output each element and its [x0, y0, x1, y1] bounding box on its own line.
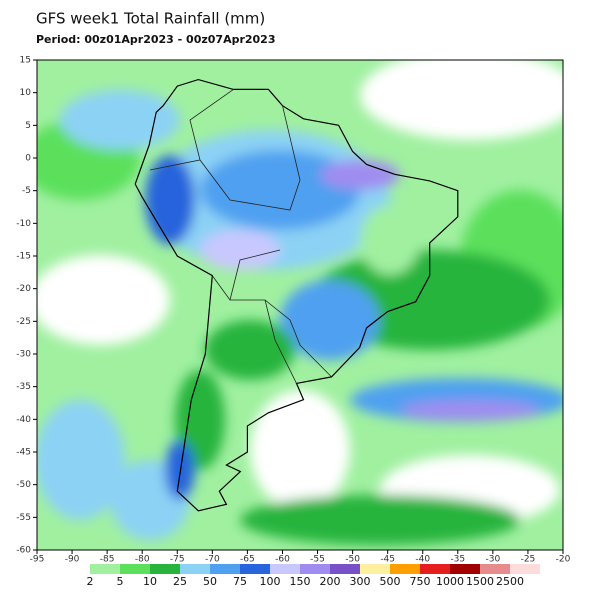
- colorbar-label: 2500: [496, 575, 524, 588]
- y-tick-label: 15: [20, 56, 31, 66]
- x-tick-label: -40: [415, 555, 430, 565]
- x-tick-label: -30: [486, 555, 501, 565]
- y-tick-label: -5: [22, 186, 31, 196]
- plot-frame: [36, 59, 564, 551]
- colorbar-label: 10: [143, 575, 157, 588]
- colorbar-swatch: [120, 564, 150, 574]
- colorbar-swatch: [240, 564, 270, 574]
- colorbar-swatch: [150, 564, 180, 574]
- x-tick-label: -60: [275, 555, 290, 565]
- colorbar-swatch: [210, 564, 240, 574]
- colorbar-swatch: [270, 564, 300, 574]
- y-tick-label: -50: [16, 480, 31, 490]
- y-tick-label: 10: [20, 88, 32, 98]
- colorbar: 2 5 10 25 50 75 100 150 200 300 500 750 1000 1500 2500: [87, 564, 540, 588]
- country-borders: [149, 89, 332, 384]
- y-tick-label: 5: [25, 121, 31, 131]
- x-tick-label: -95: [30, 555, 45, 565]
- y-tick-label: -15: [16, 252, 31, 262]
- colorbar-swatch: [90, 564, 120, 574]
- y-tick-label: -20: [16, 284, 31, 294]
- y-tick-label: -60: [16, 546, 31, 556]
- colorbar-label: 50: [203, 575, 217, 588]
- colorbar-label: 750: [410, 575, 431, 588]
- y-tick-label: -40: [16, 415, 31, 425]
- colorbar-swatch: [480, 564, 510, 574]
- y-tick-label: -10: [16, 219, 31, 229]
- colorbar-swatch: [180, 564, 210, 574]
- colorbar-label: 5: [117, 575, 124, 588]
- x-tick-label: -20: [556, 555, 571, 565]
- colorbar-swatch: [510, 564, 540, 574]
- colorbar-label: 500: [380, 575, 401, 588]
- colorbar-label: 100: [260, 575, 281, 588]
- colorbar-label: 200: [320, 575, 341, 588]
- colorbar-label: 150: [290, 575, 311, 588]
- axes: -95 -90 -85 -80 -75 -70 -65 -60 -55 -50 -45 -40 -35-…: [16, 56, 570, 565]
- x-tick-label: -75: [170, 555, 185, 565]
- rainfall-field: [37, 60, 563, 550]
- colorbar-label: 300: [350, 575, 371, 588]
- y-tick-label: -45: [16, 448, 31, 458]
- colorbar-swatch: [330, 564, 360, 574]
- y-tick-label: -25: [16, 317, 31, 327]
- colorbar-label: 75: [233, 575, 247, 588]
- y-tick-label: -55: [16, 513, 31, 523]
- colorbar-swatch: [300, 564, 330, 574]
- colorbar-label: 1000: [436, 575, 464, 588]
- colorbar-label: 1500: [466, 575, 494, 588]
- x-tick-label: -65: [240, 555, 255, 565]
- colorbar-swatch: [360, 564, 390, 574]
- colorbar-swatch: [450, 564, 480, 574]
- y-tick-label: -30: [16, 350, 31, 360]
- x-tick-label: -80: [135, 555, 150, 565]
- y-tick-label: -35: [16, 382, 31, 392]
- colorbar-swatch: [420, 564, 450, 574]
- x-tick-label: -25: [521, 555, 536, 565]
- colorbar-label: 2: [87, 575, 94, 588]
- colorbar-label: 25: [173, 575, 187, 588]
- subtitle: Period: 00z01Apr2023 - 00z07Apr2023: [36, 33, 276, 46]
- x-tick-label: -55: [310, 555, 325, 565]
- x-tick-label: -85: [100, 555, 115, 565]
- x-tick-label: -90: [65, 555, 80, 565]
- colorbar-swatch: [390, 564, 420, 574]
- y-tick-label: 0: [25, 154, 31, 164]
- x-tick-label: -35: [450, 555, 465, 565]
- x-tick-label: -70: [205, 555, 220, 565]
- x-tick-label: -45: [380, 555, 395, 565]
- title: GFS week1 Total Rainfall (mm): [36, 10, 265, 28]
- x-tick-label: -50: [345, 555, 360, 565]
